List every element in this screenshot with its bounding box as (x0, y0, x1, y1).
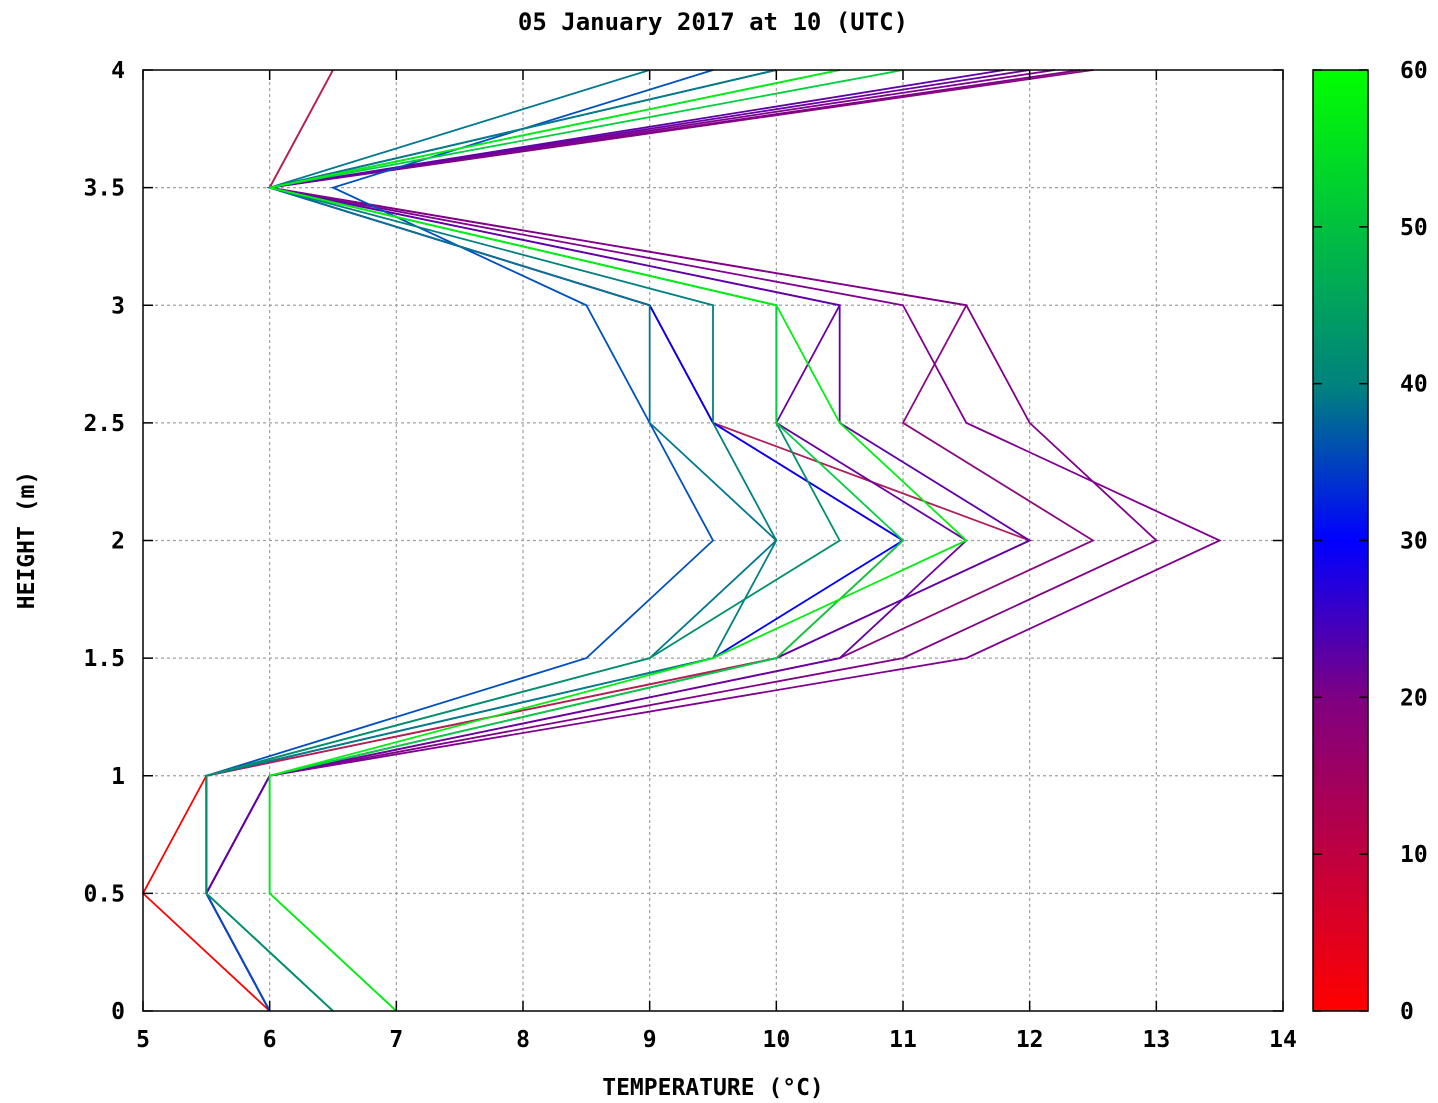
x-tick-label: 12 (1016, 1027, 1044, 1053)
series-line-12 (268, 69, 905, 1012)
colorbar-ticks: 0 10 20 30 40 50 60 (1313, 58, 1428, 1025)
x-axis-label: TEMPERATURE (°C) (602, 1075, 824, 1101)
y-tick-label: 2 (111, 529, 125, 555)
y-tick-label: 4 (111, 58, 125, 84)
y-tick-label: 0.5 (83, 881, 125, 907)
series-line-6 (205, 69, 1032, 1012)
y-tick-label: 3 (111, 293, 125, 319)
y-tick-label: 1 (111, 764, 125, 790)
x-tick-label: 14 (1269, 1027, 1297, 1053)
x-tick-label: 10 (762, 1027, 790, 1053)
colorbar-tick-label: 20 (1400, 685, 1428, 711)
axis-ticks: 5 6 7 8 9 10 11 12 13 14 0 0.5 1 1.5 2 2.5 3 3.5 4 (83, 58, 1296, 1053)
x-tick-label: 11 (889, 1027, 917, 1053)
x-tick-label: 6 (263, 1027, 277, 1053)
y-axis-label: HEIGHT (m) (14, 471, 40, 609)
x-tick-label: 7 (389, 1027, 403, 1053)
y-tick-label: 2.5 (83, 411, 125, 437)
colorbar-tick-label: 50 (1400, 215, 1428, 241)
y-tick-label: 3.5 (83, 176, 125, 202)
chart-title: 05 January 2017 at 10 (UTC) (518, 8, 908, 36)
series-line-13 (268, 69, 968, 1012)
colorbar (1312, 69, 1369, 1012)
colorbar-tick-label: 10 (1400, 842, 1428, 868)
x-tick-label: 8 (516, 1027, 530, 1053)
x-tick-label: 5 (136, 1027, 150, 1053)
y-tick-label: 0 (111, 999, 125, 1025)
colorbar-tick-label: 0 (1400, 999, 1414, 1025)
series-lines (141, 69, 1222, 1012)
colorbar-tick-label: 30 (1400, 529, 1428, 555)
colorbar-tick-label: 60 (1400, 58, 1428, 84)
x-tick-label: 13 (1142, 1027, 1170, 1053)
x-tick-label: 9 (643, 1027, 657, 1053)
y-tick-label: 1.5 (83, 646, 125, 672)
colorbar-tick-label: 40 (1400, 372, 1428, 398)
